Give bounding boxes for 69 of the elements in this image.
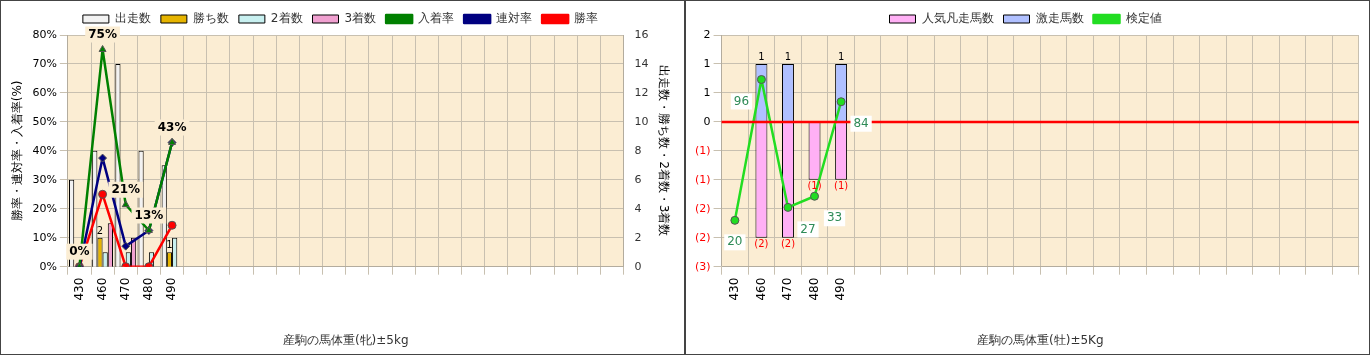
legend-label: 3着数 (344, 11, 377, 26)
legend-label: 入着率 (418, 11, 455, 26)
legend-label: 勝ち数 (192, 11, 229, 26)
data-label: 33 (826, 210, 843, 225)
x-axis-title: 産駒の馬体重(牝)±5kg (282, 332, 409, 347)
data-label: 1 (837, 51, 845, 63)
x-tick-label: 460 (94, 277, 109, 301)
data-label: 1 (166, 239, 173, 251)
y2-tick-label: 8 (634, 143, 642, 157)
x-tick-label: 460 (753, 277, 768, 301)
x-tick-label: 470 (117, 277, 132, 301)
y-tick-label: (2) (694, 230, 711, 244)
x-tick-label: 490 (164, 277, 179, 301)
y-tick-label: 20% (32, 201, 57, 215)
x-tick-label: 480 (806, 277, 821, 301)
y-tick-label: 0 (703, 114, 711, 128)
y-tick-label: 2 (703, 27, 711, 41)
y-axis-title: 勝率・連対率・入着率(%) (10, 80, 25, 222)
data-label: (2) (754, 237, 769, 249)
y2-tick-label: 16 (634, 27, 649, 41)
data-label: 13% (134, 207, 164, 222)
y-tick-label: 70% (32, 56, 57, 70)
data-label: (1) (834, 179, 849, 191)
data-label: 27 (800, 221, 816, 236)
y2-axis-title: 出走数・勝ち数・2着数・3着数 (656, 65, 671, 237)
legend-label: 勝率 (574, 11, 599, 26)
y2-tick-label: 2 (634, 230, 642, 244)
legend-label: 検定値 (1125, 11, 1162, 26)
x-tick-label: 470 (780, 277, 795, 301)
data-label: 20 (727, 234, 743, 249)
y-tick-label: 60% (32, 85, 57, 99)
y-tick-label: 10% (32, 230, 57, 244)
x-axis-title: 産駒の馬体重(牡)±5Kg (977, 332, 1104, 347)
y2-tick-label: 12 (634, 85, 649, 99)
data-label: 21% (111, 181, 141, 196)
y2-tick-label: 0 (634, 259, 642, 273)
y2-tick-label: 14 (634, 56, 649, 70)
legend-label: 出走数 (114, 11, 151, 26)
y-tick-label: (3) (694, 259, 711, 273)
y-tick-label: (2) (694, 201, 711, 215)
data-label: (2) (780, 237, 796, 249)
x-tick-label: 490 (833, 277, 848, 301)
y-tick-label: 1 (703, 56, 711, 70)
data-label: 43% (157, 119, 187, 134)
legend-label: 2着数 (270, 11, 303, 26)
legend-label: 激走馬数 (1035, 11, 1084, 26)
y2-tick-label: 10 (634, 114, 649, 128)
legend-label: 人気凡走馬数 (921, 11, 994, 26)
y-tick-label: 50% (32, 114, 57, 128)
data-label: 0% (69, 243, 90, 258)
data-label: 1 (758, 51, 765, 63)
data-label: 1 (784, 51, 792, 63)
y-tick-label: (1) (694, 143, 711, 157)
data-label: 75% (88, 26, 117, 41)
x-tick-label: 480 (141, 277, 156, 301)
data-label: 96 (733, 93, 750, 108)
x-tick-label: 430 (71, 277, 86, 301)
y-tick-label: 40% (32, 143, 57, 157)
legend-label: 連対率 (496, 11, 533, 26)
y-tick-label: 30% (32, 172, 57, 186)
y-tick-label: 0% (39, 259, 57, 273)
y-tick-label: 80% (32, 27, 57, 41)
x-tick-label: 430 (726, 277, 741, 301)
y2-tick-label: 6 (634, 172, 642, 186)
data-label: 84 (853, 115, 869, 130)
y-tick-label: (1) (694, 172, 711, 186)
y2-tick-label: 4 (634, 201, 642, 215)
data-label: 2 (96, 224, 104, 236)
y-tick-label: 1 (703, 85, 711, 99)
